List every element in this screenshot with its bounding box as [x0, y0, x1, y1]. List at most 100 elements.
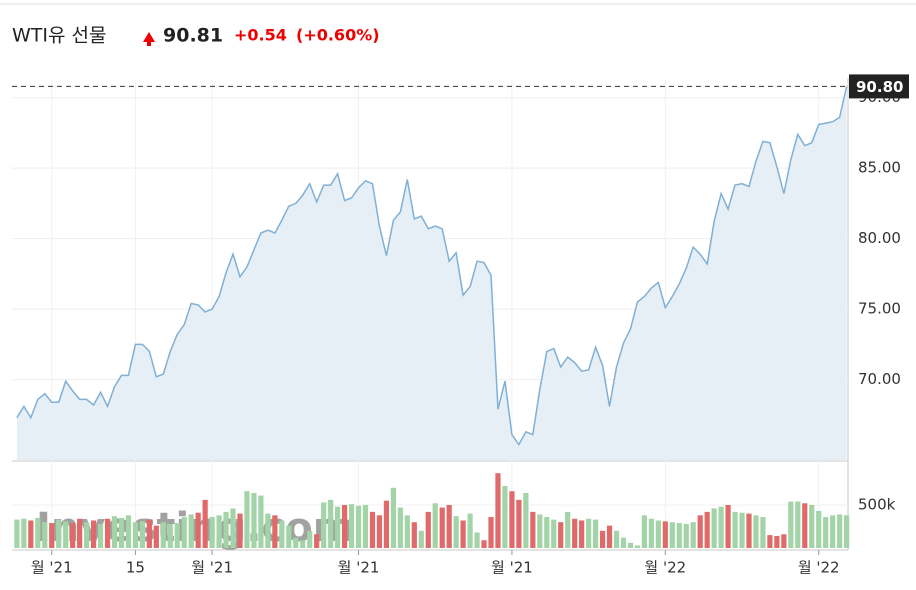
- volume-bar: [63, 521, 69, 548]
- volume-bar: [14, 519, 20, 548]
- volume-bar: [516, 499, 522, 548]
- price-line: [16, 86, 848, 446]
- volume-bar: [467, 513, 473, 548]
- change-pct: (+0.60%): [296, 26, 380, 45]
- volume-bar: [788, 501, 794, 548]
- up-arrow: [143, 32, 155, 46]
- volume-bar: [42, 522, 48, 548]
- volume-bar: [683, 523, 689, 548]
- volume-bar: [760, 517, 766, 548]
- volume-bar: [641, 515, 648, 548]
- volume-bar: [662, 521, 668, 548]
- volume-bar: [265, 513, 271, 548]
- volume-bar: [216, 515, 222, 548]
- volume-bar: [307, 530, 313, 548]
- volume-bar: [509, 491, 515, 548]
- volume-bar: [244, 491, 250, 548]
- x-tick-label: 월 '21: [191, 559, 233, 577]
- volume-bar: [809, 505, 815, 548]
- volume-bar: [823, 517, 829, 548]
- volume-bar: [209, 517, 215, 548]
- volume-bar: [125, 515, 132, 548]
- volume-tick-label: 500k: [858, 496, 896, 514]
- volume-bar: [544, 517, 550, 548]
- volume-bar: [369, 511, 376, 548]
- volume-bar: [321, 502, 327, 548]
- volume-bar: [655, 520, 661, 548]
- area-fill: [16, 86, 847, 461]
- volume-bar: [411, 522, 417, 548]
- volume-bar: [704, 511, 710, 548]
- volume-bar: [579, 520, 585, 548]
- volume-bar: [146, 519, 152, 548]
- volume-bar: [181, 517, 187, 548]
- volume-bar: [104, 518, 111, 548]
- volume-bar: [620, 537, 627, 548]
- volume-bar: [49, 523, 55, 548]
- volume-bar: [390, 487, 396, 548]
- volume-bar: [795, 501, 801, 548]
- volume-bar: [153, 525, 159, 548]
- volume-bar: [530, 511, 536, 548]
- volume-bar: [97, 523, 104, 548]
- volume-bar: [160, 522, 166, 548]
- volume-bar: [837, 514, 843, 548]
- volume-bar: [481, 540, 487, 548]
- x-tick-label: 월 '21: [491, 559, 533, 577]
- volume-bar: [258, 495, 264, 548]
- volume-bar: [523, 492, 529, 548]
- volume-bar: [767, 535, 773, 548]
- volume-bar: [725, 505, 731, 548]
- volume-bar: [774, 535, 780, 548]
- volume-bar: [223, 511, 229, 548]
- volume-bar: [362, 505, 369, 548]
- volume-bar: [746, 513, 752, 548]
- volume-bar: [118, 517, 125, 548]
- change: +0.54: [234, 26, 287, 45]
- volume-bar: [425, 511, 431, 548]
- x-tick-label: 월 '21: [31, 559, 73, 577]
- volume-bar: [328, 499, 334, 548]
- volume-bar: [648, 518, 654, 548]
- volume-bar: [132, 522, 139, 548]
- volume-bar: [376, 515, 383, 548]
- y-tick-label: 80.00: [858, 229, 901, 247]
- volume-bar: [341, 505, 348, 548]
- watermark: Investing.com: [36, 505, 354, 551]
- volume-bar: [551, 519, 557, 548]
- volume-bar: [404, 515, 410, 548]
- volume-bar: [495, 473, 501, 548]
- instrument-title: WTI유 선물: [12, 25, 106, 47]
- volume-bar: [830, 515, 836, 548]
- volume-bar: [202, 499, 208, 548]
- volume-bar: [697, 515, 703, 548]
- volume-bar: [446, 505, 452, 548]
- volume-bar: [718, 506, 724, 548]
- volume-bar: [558, 522, 564, 548]
- volume-bar: [586, 518, 592, 548]
- volume-bar: [84, 522, 90, 548]
- volume-bar: [502, 486, 508, 548]
- volume-bar: [111, 516, 118, 548]
- volume-bar: [711, 508, 717, 548]
- volume-bar: [139, 521, 145, 548]
- volume-bar: [251, 492, 257, 548]
- volume-bar: [474, 532, 480, 548]
- last-price-box: [849, 74, 909, 99]
- volume-bar: [230, 508, 236, 548]
- volume-bar: [28, 520, 34, 548]
- volume-bar: [300, 540, 306, 548]
- volume-bar: [453, 516, 459, 548]
- volume-bar: [272, 515, 278, 548]
- volume-bar: [174, 523, 180, 548]
- volume-bar: [613, 530, 620, 548]
- volume-bar: [781, 534, 787, 548]
- volume-bar: [237, 513, 243, 548]
- price: 90.81: [163, 25, 223, 47]
- y-tick-label: 85.00: [858, 159, 901, 177]
- volume-bar: [599, 530, 606, 548]
- volume-bar: [167, 523, 173, 548]
- volume-bar: [439, 507, 445, 548]
